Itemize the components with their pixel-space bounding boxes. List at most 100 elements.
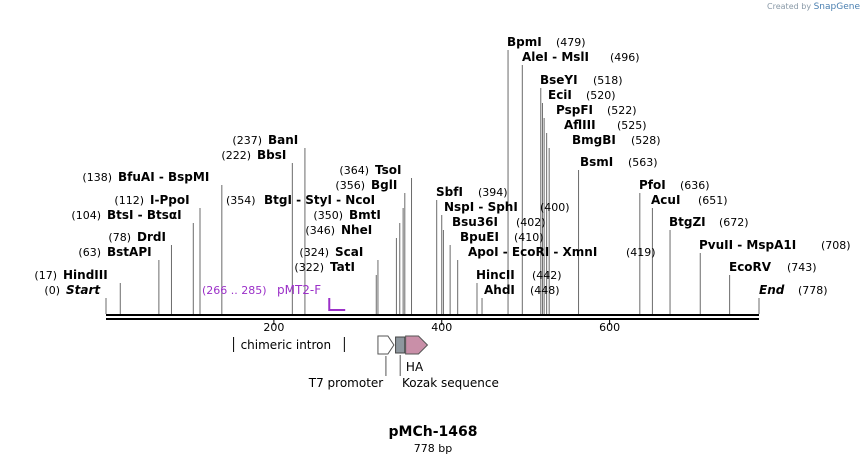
site-pos-bani: (237) (232, 134, 262, 147)
site-label-btsi-bts-i: BtsI - BtsαI (104) (71, 208, 181, 222)
site-pos-apoi-ecori-xmni: (419) (626, 246, 656, 259)
site-name-bpmi: BpmI (507, 35, 542, 49)
site-pos-afliii: (525) (617, 119, 647, 132)
site-label-sbfi: SbfI (394) (436, 185, 508, 199)
site-pos-bseyi: (518) (593, 74, 623, 87)
site-name-sbfi: SbfI (436, 185, 463, 199)
site-name-bbsi: BbsI (257, 148, 286, 162)
snapgene-logo: SnapGene (813, 2, 860, 12)
site-label-drdi: DrdI (78) (108, 230, 166, 244)
site-name-btsi-bts-i: BtsI - BtsαI (107, 208, 182, 222)
site-name-btgi-styi-ncoi: BtgI - StyI - NcoI (264, 193, 375, 207)
site-label-nhei: NheI (346) (305, 223, 372, 237)
site-name-end: End (759, 283, 785, 297)
site-label-pfoi: PfoI (636) (639, 178, 710, 192)
site-name-nhei: NheI (341, 223, 372, 237)
site-name-pspfi: PspFI (556, 103, 593, 117)
tick-label-400: 400 (431, 321, 452, 334)
site-name-pfoi: PfoI (639, 178, 666, 192)
site-pos-acui: (651) (698, 194, 728, 207)
site-label-bstapi: BstAPI (63) (78, 245, 151, 259)
site-label-pspfi: PspFI (522) (556, 103, 637, 117)
site-name-bstapi: BstAPI (107, 245, 152, 259)
site-label-scai: ScaI (324) (299, 245, 363, 259)
site-name-bsu36i: Bsu36I (452, 215, 498, 229)
primer-range: (266 .. 285) (202, 284, 267, 297)
site-label-alei-msli: AleI - MslI (496) (522, 50, 640, 64)
intron-label: chimeric intron (241, 338, 332, 352)
site-pos-alei-msli: (496) (610, 51, 640, 64)
site-pos-hindiii: (17) (34, 269, 57, 282)
site-pos-i-ppoi: (112) (114, 194, 144, 207)
site-pos-bsu36i: (402) (516, 216, 546, 229)
site-name-bani: BanI (268, 133, 298, 147)
t7-promoter-label: T7 promoter (308, 376, 384, 390)
site-name-apoi-ecori-xmni: ApoI - EcoRI - XmnI (468, 245, 597, 259)
site-label-bbsi: BbsI (222) (221, 148, 286, 162)
site-name-hindiii: HindIII (63, 268, 108, 282)
site-name-bfuai-bspmi: BfuAI - BspMI (118, 170, 209, 184)
site-label-bpmi: BpmI (479) (507, 35, 586, 49)
tick-label-600: 600 (599, 321, 620, 334)
site-label-nspi-sphi: NspI - SphI (400) (444, 200, 570, 214)
kozak-label: Kozak sequence (402, 376, 499, 390)
site-label-afliii: AflIII (525) (564, 118, 647, 132)
site-label-tsoi: TsoI (364) (339, 163, 401, 177)
site-name-ecii: EciI (548, 88, 572, 102)
site-pos-drdi: (78) (108, 231, 131, 244)
site-label-end: End (778) (759, 283, 828, 297)
t7-promoter-arrow (377, 335, 395, 355)
site-label-i-ppoi: I-PpoI (112) (114, 193, 189, 207)
site-pos-sbfi: (394) (478, 186, 508, 199)
site-pos-bmti: (350) (313, 209, 343, 222)
site-pos-scai: (324) (299, 246, 329, 259)
site-pos-btgzi: (672) (719, 216, 749, 229)
site-label-btgzi: BtgZI (672) (669, 215, 749, 229)
site-pos-end: (778) (798, 284, 828, 297)
site-label-start: Start (0) (44, 283, 101, 297)
site-label-hincii: HincII (442) (476, 268, 562, 282)
site-pos-bmgbi: (528) (631, 134, 661, 147)
site-pos-nhei: (346) (305, 224, 335, 237)
site-pos-bpuei: (410) (514, 231, 544, 244)
site-label-tati: TatI (322) (294, 260, 355, 274)
site-name-ahdi: AhdI (484, 283, 515, 297)
site-pos-bfuai-bspmi: (138) (82, 171, 112, 184)
snapgene-credit: Created by SnapGene (767, 2, 860, 12)
tick-label-200: 200 (263, 321, 284, 334)
site-pos-pspfi: (522) (607, 104, 637, 117)
site-label-ecorv: EcoRV (743) (729, 260, 817, 274)
primer-name: pMT2-F (277, 283, 321, 297)
ha-tag-arrow (405, 335, 429, 355)
site-pos-ecorv: (743) (787, 261, 817, 274)
site-pos-pvuii-mspa1i: (708) (821, 239, 851, 252)
site-name-alei-msli: AleI - MslI (522, 50, 589, 64)
site-label-btgi-styi-ncoi: BtgI - StyI - NcoI (354) (226, 193, 375, 207)
site-name-bpuei: BpuEI (460, 230, 499, 244)
site-name-ecorv: EcoRV (729, 260, 772, 274)
site-name-afliii: AflIII (564, 118, 596, 132)
site-name-start: Start (66, 283, 101, 297)
site-pos-bsmi: (563) (628, 156, 658, 169)
site-label-ecii: EciI (520) (548, 88, 616, 102)
site-name-i-ppoi: I-PpoI (150, 193, 190, 207)
site-name-bseyi: BseYI (540, 73, 578, 87)
plasmid-name: pMCh-1468 (388, 424, 478, 440)
site-name-acui: AcuI (651, 193, 680, 207)
site-label-hindiii: HindIII (17) (34, 268, 107, 282)
plasmid-size: 778 bp (413, 442, 453, 455)
ha-tag-label: HA (406, 360, 424, 374)
site-pos-tsoi: (364) (339, 164, 369, 177)
site-pos-btsi-bts-i: (104) (71, 209, 101, 222)
site-name-bmti: BmtI (349, 208, 381, 222)
site-label-pvuii-mspa1i: PvuII - MspA1I (708) (699, 238, 851, 252)
kozak-box (395, 336, 406, 354)
site-pos-ahdi: (448) (530, 284, 560, 297)
site-label-bsu36i: Bsu36I (402) (452, 215, 546, 229)
site-label-bsmi: BsmI (563) (580, 155, 658, 169)
site-label-bmgbi: BmgBI (528) (572, 133, 661, 147)
site-label-acui: AcuI (651) (651, 193, 728, 207)
site-name-nspi-sphi: NspI - SphI (444, 200, 518, 214)
credit-prefix: Created by (767, 2, 812, 11)
